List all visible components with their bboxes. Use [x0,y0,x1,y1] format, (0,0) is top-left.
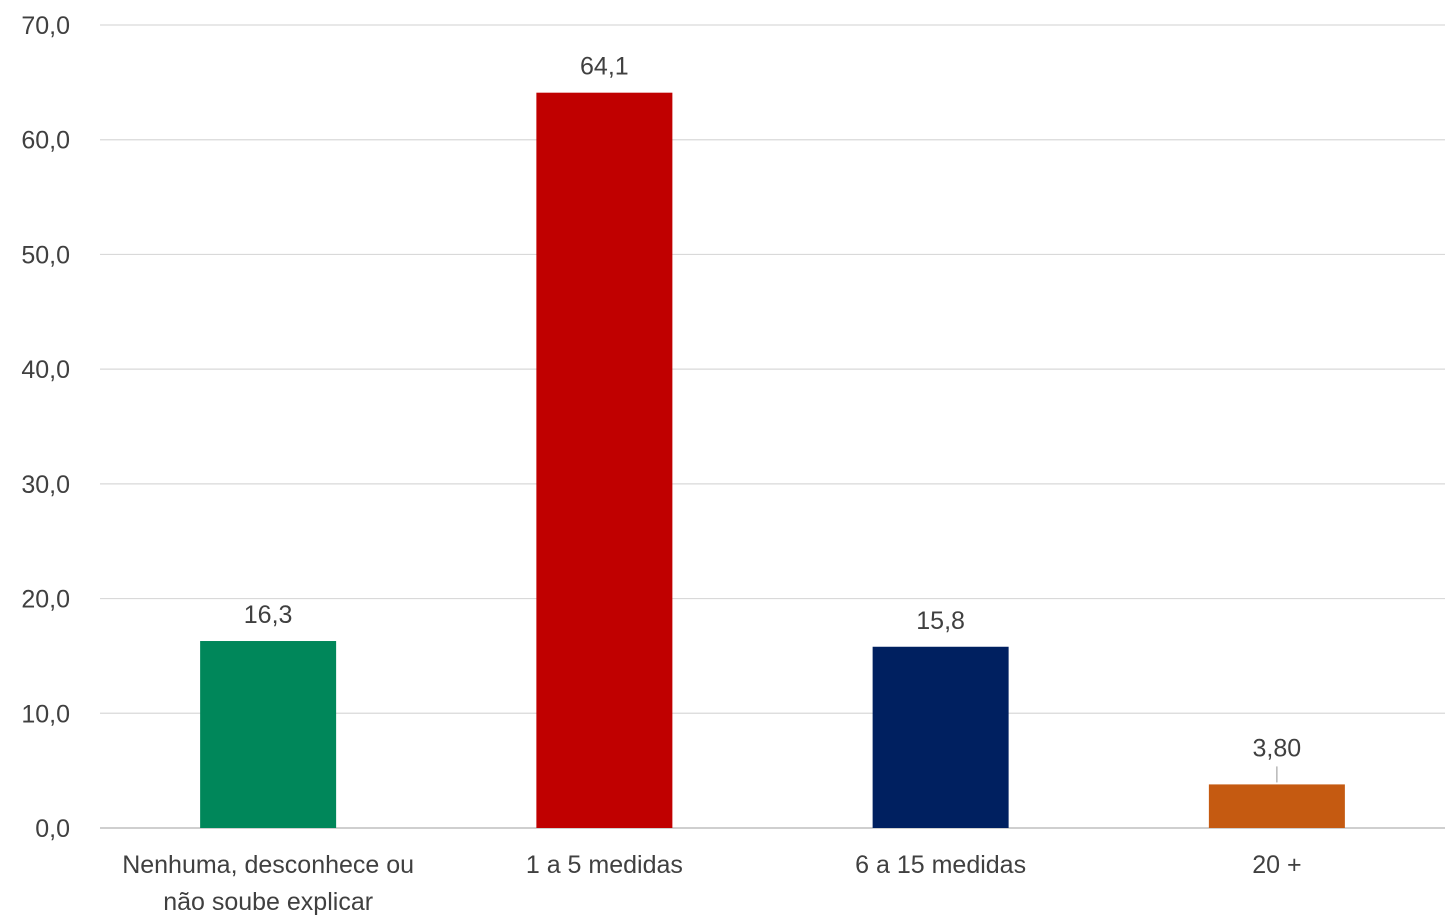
y-tick-label: 30,0 [21,471,70,499]
data-label: 16,3 [244,601,293,629]
y-tick-label: 10,0 [21,700,70,728]
bar [872,646,1009,828]
y-tick-label: 40,0 [21,356,70,384]
bar [536,92,673,829]
category-label: Nenhuma, desconhece ou [122,851,414,879]
category-label: 20 + [1252,851,1301,879]
y-axis-tick-labels: 0,0 10,0 20,0 30,0 40,0 50,0 60,0 70,0 [21,12,70,843]
category-label: 6 a 15 medidas [855,851,1026,879]
bar [1208,784,1345,828]
y-tick-label: 20,0 [21,586,70,614]
y-tick-label: 50,0 [21,241,70,269]
y-tick-label: 60,0 [21,127,70,155]
category-label: 1 a 5 medidas [526,851,683,879]
bar [200,641,337,828]
y-tick-label: 70,0 [21,12,70,40]
y-tick-label: 0,0 [35,815,70,843]
bars [200,92,1345,829]
data-label: 15,8 [916,607,965,635]
category-label: não soube explicar [163,888,373,915]
data-label: 64,1 [580,53,629,81]
data-label: 3,80 [1253,734,1302,762]
x-axis-category-labels: Nenhuma, desconhece ou não soube explicar… [122,851,1301,916]
data-labels: 16,3 64,1 15,8 3,80 [244,53,1301,783]
